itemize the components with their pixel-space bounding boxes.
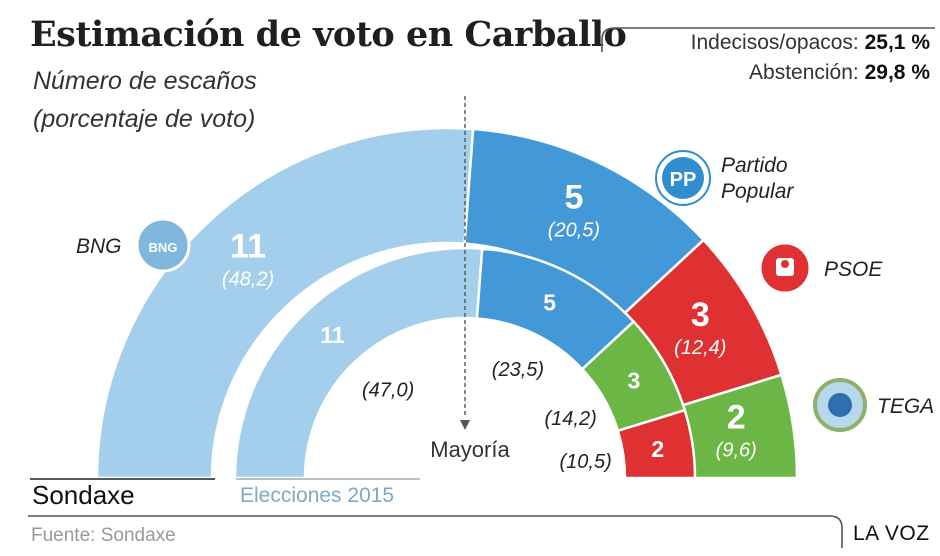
seats-label-elecciones-2015-pp: 5 xyxy=(543,289,556,315)
seats-label-elecciones-2015-bng: 11 xyxy=(320,322,345,348)
party-label-pp-line2: Popular xyxy=(721,180,794,203)
pct-label-elecciones-2015-tega: (14,2) xyxy=(545,408,597,430)
seats-label-sondaxe-bng: 11 xyxy=(230,228,266,266)
arc-sondaxe-bng xyxy=(95,126,475,480)
pct-label-sondaxe-psoe: (12,4) xyxy=(674,337,726,359)
undecided-line: Indecisos/opacos: 25,1 % xyxy=(691,31,930,55)
footer-bracket xyxy=(28,515,843,548)
pct-label-sondaxe-tega: (9,6) xyxy=(716,439,757,461)
pct-label-elecciones-2015-bng: (47,0) xyxy=(362,380,414,402)
undecided-value: 25,1 % xyxy=(864,31,930,54)
subtitle-line-1: Número de escaños xyxy=(33,67,257,95)
seats-label-sondaxe-pp: 5 xyxy=(564,178,583,216)
seats-label-elecciones-2015-tega: 3 xyxy=(627,368,640,394)
psoe-logo-rose xyxy=(781,260,789,268)
party-label-psoe: PSOE xyxy=(824,258,883,281)
seats-label-sondaxe-psoe: 3 xyxy=(691,296,710,334)
abstention-line: Abstención: 29,8 % xyxy=(749,61,930,85)
abstention-value: 29,8 % xyxy=(864,61,930,84)
undecided-label: Indecisos/opacos: xyxy=(690,31,859,54)
pp-logo-text: PP xyxy=(670,169,697,191)
title-bracket xyxy=(601,27,935,52)
chart-subtitle: Número de escaños (porcentaje de voto) xyxy=(33,62,257,138)
brand-label: LA VOZ xyxy=(853,522,930,545)
arc-elecciones-2015-bng xyxy=(233,246,484,480)
party-label-tega: TEGA xyxy=(877,395,934,418)
tega-logo-inner xyxy=(828,393,852,417)
pct-label-sondaxe-pp: (20,5) xyxy=(548,219,600,241)
source-note: Fuente: Sondaxe xyxy=(31,525,176,546)
majority-label: Mayoría xyxy=(430,437,510,462)
party-label-bng: BNG xyxy=(76,235,122,258)
pp-logo-inner xyxy=(662,157,704,199)
series-label-2015: Elecciones 2015 xyxy=(240,484,395,507)
party-label-pp-line1: Partido xyxy=(721,154,788,177)
bng-logo-icon xyxy=(135,217,191,273)
pct-label-elecciones-2015-psoe: (10,5) xyxy=(560,451,612,473)
subtitle-line-2: (porcentaje de voto) xyxy=(33,105,256,133)
pct-label-elecciones-2015-pp: (23,5) xyxy=(492,359,544,381)
arc-elecciones-2015-psoe xyxy=(616,408,697,480)
seats-label-elecciones-2015-psoe: 2 xyxy=(651,436,664,462)
pct-label-sondaxe-bng: (48,2) xyxy=(222,269,274,291)
series-label-sondaxe: Sondaxe xyxy=(32,480,135,510)
majority-arrow xyxy=(460,420,470,430)
bng-logo-text: BNG xyxy=(149,240,178,255)
seats-label-sondaxe-tega: 2 xyxy=(727,398,746,436)
abstention-label: Abstención: xyxy=(749,61,859,84)
chart-title: Estimación de voto en Carballo xyxy=(30,14,627,55)
